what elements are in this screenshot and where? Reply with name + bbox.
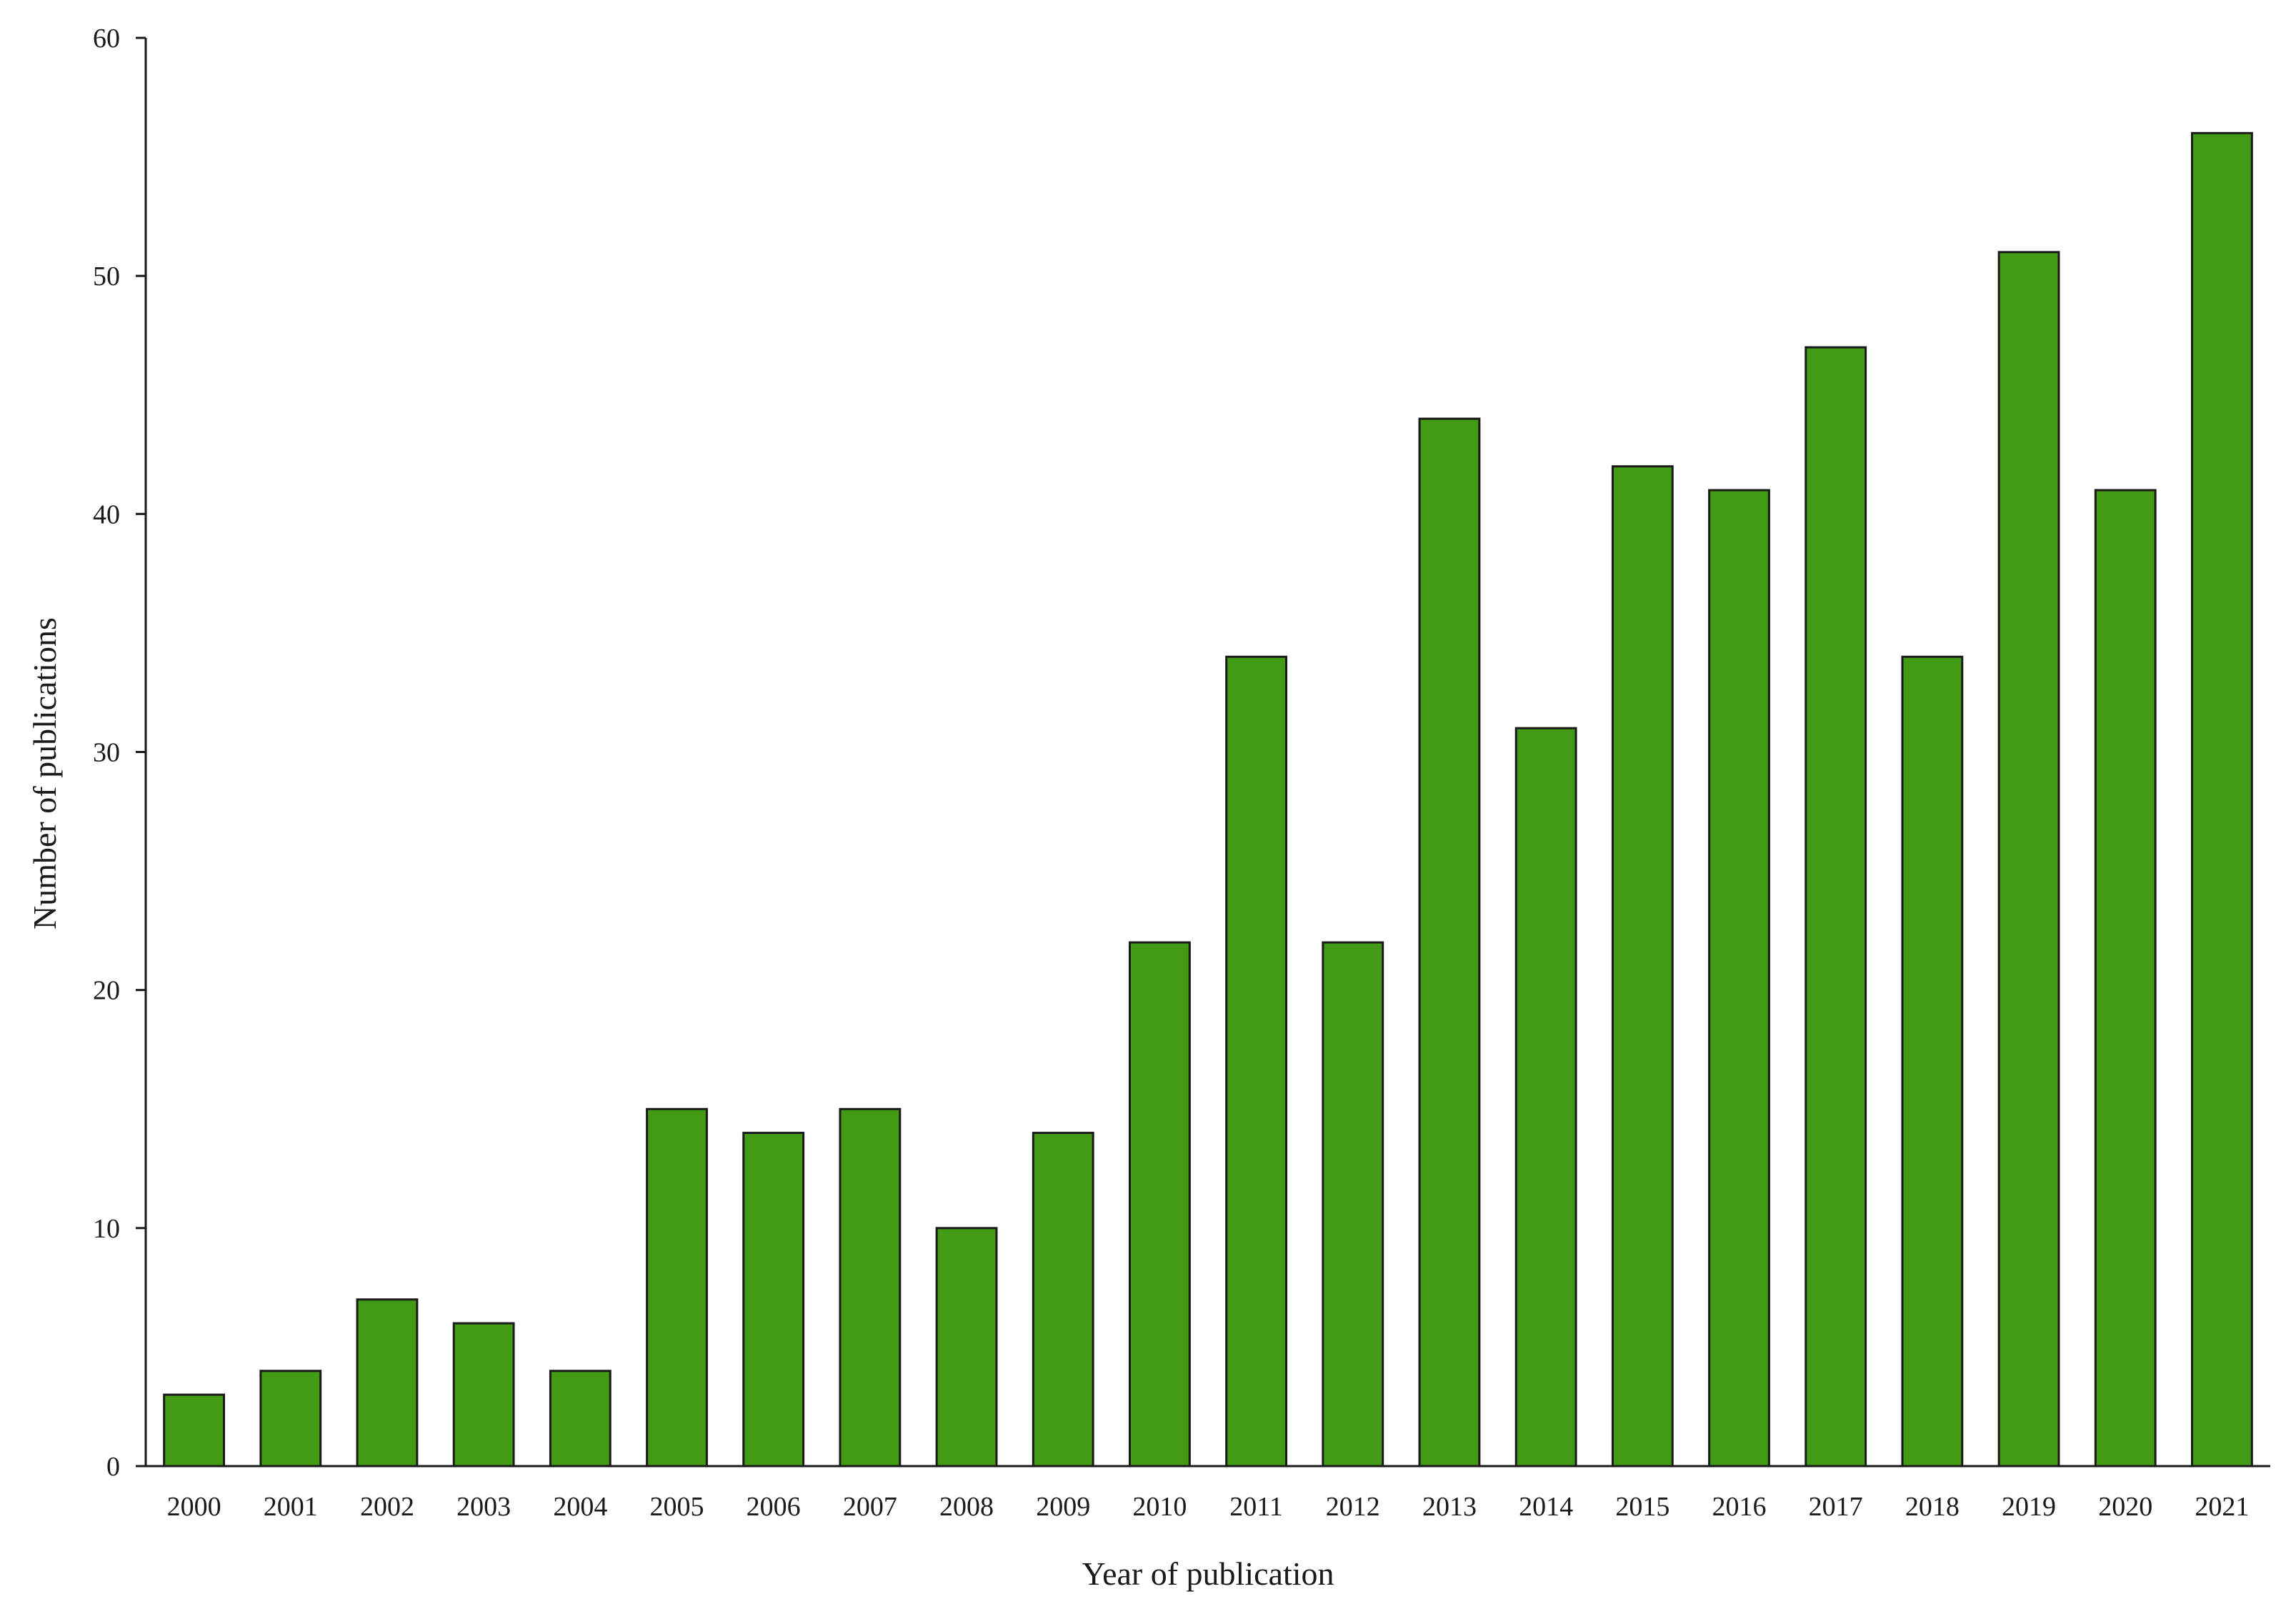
x-axis-title: Year of publication <box>1082 1555 1334 1592</box>
y-axis-title: Number of publications <box>26 617 63 930</box>
x-tick-label-2009: 2009 <box>1036 1492 1090 1522</box>
bar-2016 <box>1708 489 1770 1468</box>
bar-2010 <box>1129 941 1191 1468</box>
x-ticks: 2000 2001 2002 2003 2004 2005 2006 2007 2008 2009… <box>167 1492 2250 1522</box>
x-tick-label-2012: 2012 <box>1326 1492 1380 1522</box>
y-tick-label-10: 10 <box>93 1214 120 1244</box>
y-tick-label-30: 30 <box>93 738 120 768</box>
x-tick-label-2017: 2017 <box>1809 1492 1863 1522</box>
x-tick-label-2007: 2007 <box>843 1492 897 1522</box>
bar-2019 <box>1997 251 2060 1468</box>
bar-2003 <box>452 1322 515 1468</box>
x-tick-label-2002: 2002 <box>360 1492 414 1522</box>
x-tick-label-2006: 2006 <box>747 1492 801 1522</box>
x-tick-label-2008: 2008 <box>939 1492 994 1522</box>
y-tick-label-60: 60 <box>93 24 120 54</box>
bar-2014 <box>1514 727 1577 1468</box>
bar-2006 <box>742 1132 805 1468</box>
bar-2001 <box>259 1370 322 1468</box>
bar-2004 <box>549 1370 612 1468</box>
bar-2000 <box>163 1393 225 1468</box>
bar-2018 <box>1901 655 1964 1468</box>
x-tick-label-2005: 2005 <box>650 1492 704 1522</box>
y-tick-label-40: 40 <box>93 499 120 529</box>
bars-layer <box>163 131 2253 1468</box>
bar-2020 <box>2094 489 2157 1468</box>
x-tick-label-2021: 2021 <box>2195 1492 2249 1522</box>
bar-2013 <box>1418 417 1481 1468</box>
y-tick-label-50: 50 <box>93 261 120 292</box>
bar-2009 <box>1032 1132 1094 1468</box>
x-tick-label-2001: 2001 <box>264 1492 318 1522</box>
x-tick-label-2010: 2010 <box>1132 1492 1187 1522</box>
x-tick-label-2013: 2013 <box>1422 1492 1477 1522</box>
x-tick-label-2018: 2018 <box>1905 1492 1960 1522</box>
y-ticks: 0 10 20 30 40 50 60 <box>93 24 146 1482</box>
bar-2002 <box>356 1298 419 1468</box>
bar-2017 <box>1805 346 1867 1468</box>
x-tick-label-2016: 2016 <box>1712 1492 1767 1522</box>
x-tick-label-2004: 2004 <box>553 1492 607 1522</box>
bar-2015 <box>1611 465 1674 1468</box>
x-tick-label-2000: 2000 <box>167 1492 221 1522</box>
bar-2005 <box>646 1107 708 1468</box>
bar-2008 <box>935 1227 998 1468</box>
x-tick-label-2020: 2020 <box>2098 1492 2152 1522</box>
bar-2011 <box>1225 655 1287 1468</box>
bar-2007 <box>839 1107 902 1468</box>
y-tick-label-0: 0 <box>106 1452 120 1482</box>
x-tick-label-2015: 2015 <box>1615 1492 1669 1522</box>
bar-2012 <box>1322 941 1384 1468</box>
x-tick-label-2019: 2019 <box>2002 1492 2056 1522</box>
x-tick-label-2011: 2011 <box>1229 1492 1283 1522</box>
x-tick-label-2014: 2014 <box>1519 1492 1573 1522</box>
x-tick-label-2003: 2003 <box>456 1492 511 1522</box>
y-tick-label-20: 20 <box>93 976 120 1006</box>
bar-2021 <box>2191 131 2253 1468</box>
